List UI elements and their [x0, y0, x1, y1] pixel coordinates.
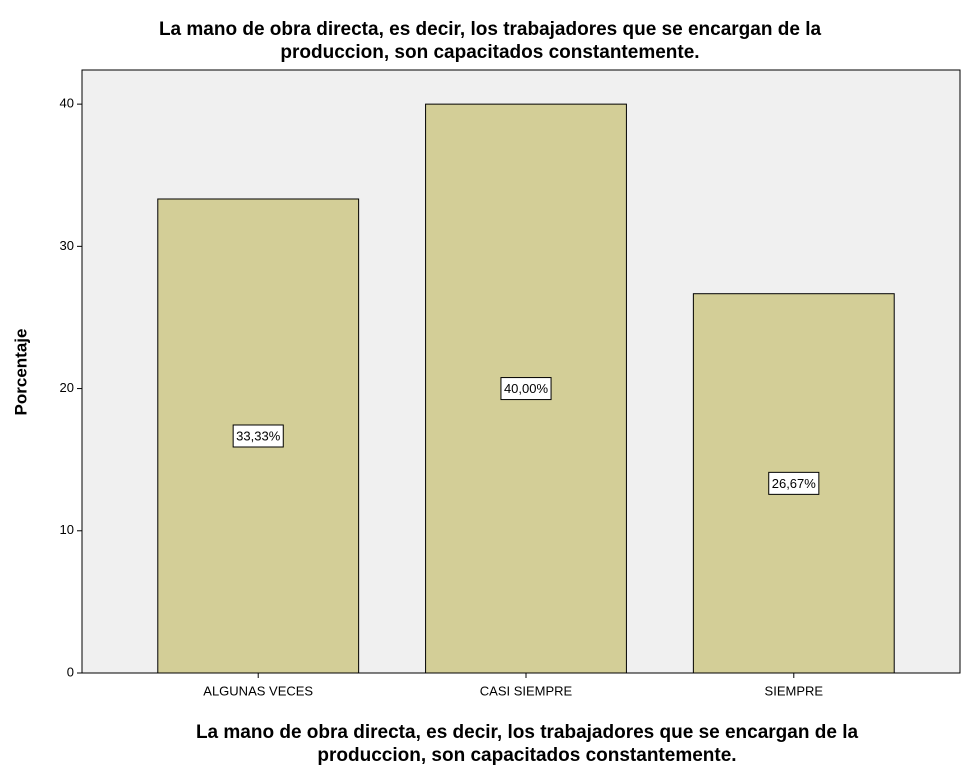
value-label-box	[768, 471, 820, 495]
y-axis-label: Porcentaje	[11, 329, 30, 416]
y-tick-label: 10	[60, 522, 74, 537]
x-tick-label: SIEMPRE	[765, 683, 824, 698]
chart-title: produccion, son capacitados constantemen…	[280, 42, 699, 63]
value-label: 26,67%	[772, 476, 817, 491]
value-label: 40,00%	[504, 381, 549, 396]
value-label: 33,33%	[236, 428, 281, 443]
y-tick-label: 40	[60, 96, 74, 111]
x-axis-label: produccion, son capacitados constantemen…	[317, 745, 736, 766]
x-tick-label: CASI SIEMPRE	[480, 683, 573, 698]
x-axis-label: La mano de obra directa, es decir, los t…	[196, 722, 859, 743]
chart-title: La mano de obra directa, es decir, los t…	[159, 19, 822, 40]
y-tick-label: 30	[60, 238, 74, 253]
value-label-box	[500, 377, 552, 401]
value-label-box	[232, 424, 284, 448]
y-tick-label: 20	[60, 380, 74, 395]
y-tick-label: 0	[67, 664, 74, 679]
x-tick-label: ALGUNAS VECES	[203, 683, 313, 698]
